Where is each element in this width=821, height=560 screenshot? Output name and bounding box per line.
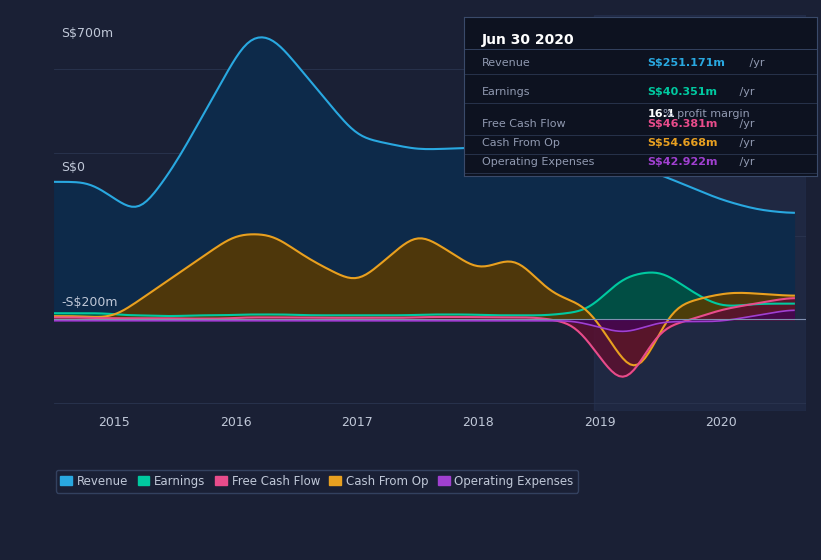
Text: /yr: /yr xyxy=(736,138,754,148)
Bar xyxy=(594,15,806,411)
Legend: Revenue, Earnings, Free Cash Flow, Cash From Op, Operating Expenses: Revenue, Earnings, Free Cash Flow, Cash … xyxy=(56,470,578,492)
Text: -S$200m: -S$200m xyxy=(62,296,117,309)
Text: S$54.668m: S$54.668m xyxy=(648,138,718,148)
Text: % profit margin: % profit margin xyxy=(663,109,750,119)
Text: S$251.171m: S$251.171m xyxy=(648,58,725,68)
Text: S$0: S$0 xyxy=(62,161,85,174)
Text: S$42.922m: S$42.922m xyxy=(648,157,718,167)
Text: /yr: /yr xyxy=(736,87,754,97)
Text: Jun 30 2020: Jun 30 2020 xyxy=(481,32,574,47)
Text: Earnings: Earnings xyxy=(481,87,530,97)
Text: Cash From Op: Cash From Op xyxy=(481,138,559,148)
Text: /yr: /yr xyxy=(736,119,754,129)
Text: Revenue: Revenue xyxy=(481,58,530,68)
Text: Operating Expenses: Operating Expenses xyxy=(481,157,594,167)
Text: S$46.381m: S$46.381m xyxy=(648,119,718,129)
Text: /yr: /yr xyxy=(746,58,765,68)
Text: Free Cash Flow: Free Cash Flow xyxy=(481,119,565,129)
Text: 16.1: 16.1 xyxy=(648,109,675,119)
Text: S$700m: S$700m xyxy=(62,27,113,40)
Text: /yr: /yr xyxy=(736,157,754,167)
Text: S$40.351m: S$40.351m xyxy=(648,87,718,97)
